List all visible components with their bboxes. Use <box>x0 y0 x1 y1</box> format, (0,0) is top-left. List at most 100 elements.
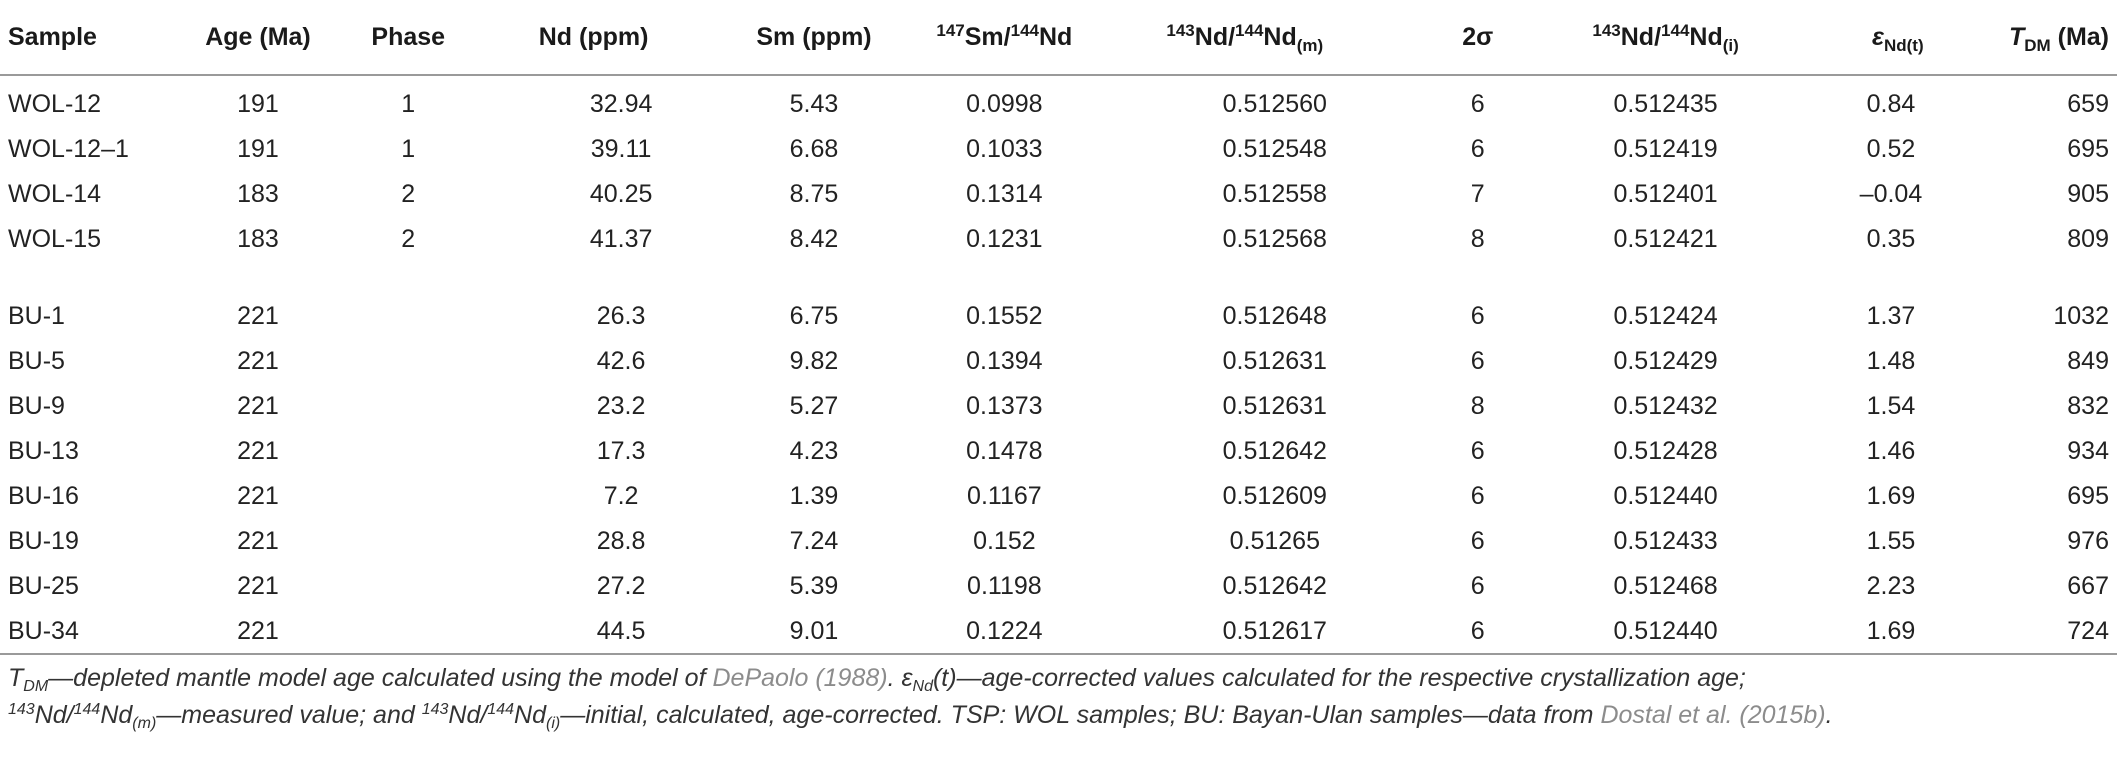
cell-sm: 9.01 <box>711 609 917 655</box>
cell-sample: BU-9 <box>8 392 65 420</box>
header-nd-initial: 143Nd/144Nd(i) <box>1557 0 1774 76</box>
cell-nd: 27.2 <box>596 572 646 600</box>
reference-depaolo[interactable]: DePaolo (1988) <box>712 664 888 692</box>
cell-nd-initial: 0.512429 <box>1613 347 1718 375</box>
data-table-container: Sample Age (Ma) Phase Nd (ppm) Sm (ppm) … <box>0 0 2117 655</box>
cell-epsilon-nd: 0.35 <box>1866 225 1916 253</box>
cell-nd-initial: 0.512440 <box>1557 609 1774 655</box>
cell-age: 221 <box>237 482 279 510</box>
cell-nd: 42.6 <box>596 347 646 375</box>
cell-phase <box>341 474 476 519</box>
table-row: WOL-14 183 2 40.25 8.75 0.1314 0.512558 7 0.5124… <box>0 172 2117 217</box>
cell-sample: BU-5 <box>8 347 65 375</box>
cell-nd-measured: 0.512548 <box>1222 135 1327 163</box>
cell-2sigma: 8 <box>1470 392 1485 420</box>
cell-epsilon-nd: 1.46 <box>1866 437 1916 465</box>
cell-tdm: 695 <box>2067 135 2109 163</box>
cell-2sigma: 6 <box>1397 609 1558 655</box>
cell-nd-measured: 0.512560 <box>1222 90 1327 118</box>
cell-sm: 4.23 <box>789 437 839 465</box>
cell-nd: 17.3 <box>596 437 646 465</box>
cell-2sigma: 6 <box>1470 527 1485 555</box>
table-row: BU-19 221 28.8 7.24 0.152 0.51265 6 0.512433 1.5… <box>0 519 2117 564</box>
cell-2sigma: 6 <box>1470 482 1485 510</box>
cell-sm-nd-ratio: 0.1552 <box>966 302 1043 330</box>
cell-nd: 39.11 <box>590 135 652 163</box>
cell-nd-measured: 0.512558 <box>1222 180 1327 208</box>
cell-phase: 2 <box>401 180 416 208</box>
table-body: WOL-12 191 1 32.94 5.43 0.0998 0.512560 6 0.5124… <box>0 75 2117 655</box>
cell-sm: 7.24 <box>789 527 839 555</box>
cell-sm: 1.39 <box>789 482 839 510</box>
header-sample: Sample <box>0 0 176 76</box>
cell-2sigma: 6 <box>1470 437 1485 465</box>
cell-age: 191 <box>237 90 279 118</box>
table-row: WOL-15 183 2 41.37 8.42 0.1231 0.512568 8 0.5124… <box>0 217 2117 262</box>
cell-age: 183 <box>237 225 279 253</box>
cell-epsilon-nd: 0.84 <box>1866 90 1916 118</box>
cell-phase: 1 <box>401 135 416 163</box>
cell-sample: WOL-12–1 <box>8 135 129 163</box>
cell-epsilon-nd: 1.55 <box>1866 527 1916 555</box>
cell-nd-measured: 0.512631 <box>1222 392 1327 420</box>
table-row: WOL-12 191 1 32.94 5.43 0.0998 0.512560 6 0.5124… <box>0 75 2117 127</box>
cell-sm-nd-ratio: 0.1394 <box>966 347 1043 375</box>
cell-tdm: 724 <box>1968 609 2117 655</box>
cell-phase <box>341 564 476 609</box>
cell-epsilon-nd: 1.69 <box>1773 609 1969 655</box>
cell-nd: 7.2 <box>603 482 639 510</box>
cell-nd-measured: 0.512642 <box>1222 572 1327 600</box>
cell-nd-initial: 0.512419 <box>1613 135 1718 163</box>
cell-sample: WOL-15 <box>8 225 102 253</box>
table-row: BU-1 221 26.3 6.75 0.1552 0.512648 6 0.512424 1.… <box>0 294 2117 339</box>
cell-sm-nd-ratio: 0.1231 <box>966 225 1043 253</box>
cell-sm-nd-ratio: 0.0998 <box>966 90 1043 118</box>
cell-phase <box>341 384 476 429</box>
cell-tdm: 695 <box>2067 482 2109 510</box>
cell-sm: 5.43 <box>789 90 839 118</box>
cell-nd-initial: 0.512435 <box>1613 90 1718 118</box>
cell-nd: 40.25 <box>589 180 653 208</box>
cell-phase <box>341 429 476 474</box>
cell-tdm: 905 <box>2067 180 2109 208</box>
cell-sm-nd-ratio: 0.1314 <box>966 180 1043 208</box>
cell-sample: BU-25 <box>8 572 79 600</box>
cell-2sigma: 6 <box>1470 135 1485 163</box>
cell-age: 221 <box>237 392 279 420</box>
cell-phase: 1 <box>401 90 416 118</box>
cell-tdm: 809 <box>2067 225 2109 253</box>
cell-tdm: 832 <box>2067 392 2109 420</box>
cell-tdm: 976 <box>2067 527 2109 555</box>
cell-nd: 41.37 <box>589 225 653 253</box>
cell-epsilon-nd: 2.23 <box>1866 572 1916 600</box>
header-phase: Phase <box>340 0 476 76</box>
cell-phase <box>341 294 476 339</box>
header-sm: Sm (ppm) <box>711 0 917 76</box>
cell-nd-initial: 0.512468 <box>1613 572 1718 600</box>
header-sm-nd-ratio: 147Sm/144Nd <box>916 0 1093 76</box>
cell-sm: 6.75 <box>789 302 839 330</box>
cell-nd-measured: 0.51265 <box>1229 527 1320 555</box>
cell-sm: 8.75 <box>789 180 839 208</box>
cell-sm-nd-ratio: 0.1198 <box>967 572 1042 600</box>
table-row: BU-25 221 27.2 5.39 0.1198 0.512642 6 0.512468 2… <box>0 564 2117 609</box>
cell-sm: 8.42 <box>789 225 839 253</box>
cell-nd: 28.8 <box>596 527 646 555</box>
cell-tdm: 667 <box>2067 572 2109 600</box>
cell-age: 221 <box>175 609 341 655</box>
cell-tdm: 934 <box>2067 437 2109 465</box>
cell-epsilon-nd: 1.48 <box>1866 347 1916 375</box>
table-row: BU-5 221 42.6 9.82 0.1394 0.512631 6 0.512429 1.… <box>0 339 2117 384</box>
cell-sm-nd-ratio: 0.152 <box>973 527 1036 555</box>
cell-nd-measured: 0.512631 <box>1222 347 1327 375</box>
cell-nd-measured: 0.512648 <box>1222 302 1327 330</box>
table-footnote: TDM—depleted mantle model age calculated… <box>8 664 1833 732</box>
cell-epsilon-nd: 1.69 <box>1866 482 1916 510</box>
cell-nd: 32.94 <box>589 90 653 118</box>
header-row: Sample Age (Ma) Phase Nd (ppm) Sm (ppm) … <box>0 0 2117 76</box>
reference-dostal[interactable]: Dostal et al. (2015b) <box>1600 701 1826 729</box>
cell-2sigma: 6 <box>1470 302 1485 330</box>
cell-nd-initial: 0.512428 <box>1613 437 1718 465</box>
cell-epsilon-nd: 1.37 <box>1866 302 1916 330</box>
cell-sample: BU-16 <box>8 482 79 510</box>
